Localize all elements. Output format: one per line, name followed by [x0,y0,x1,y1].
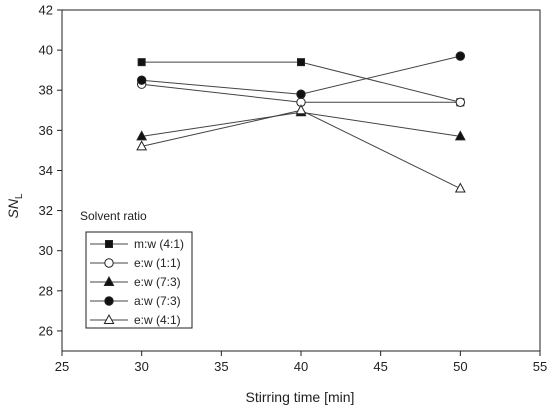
legend-label: e:w (4:1) [134,313,181,327]
data-point [137,58,146,67]
y-tick-label: 28 [39,283,53,298]
y-axis-title-subscript: L [14,193,25,199]
data-point [297,58,305,67]
x-tick-label: 50 [453,359,467,374]
y-tick-label: 34 [39,163,53,178]
data-point [454,130,466,141]
x-tick-label: 35 [214,359,228,374]
legend-label: e:w (7:3) [134,275,181,289]
legend-marker [104,296,114,306]
x-tick-label: 55 [533,359,547,374]
data-point [136,75,147,85]
y-tick-label: 36 [39,123,53,138]
y-tick-label: 40 [39,43,53,58]
x-tick-label: 30 [134,359,148,374]
data-point [295,104,307,115]
legend-marker [103,313,115,324]
legend-box [85,231,193,329]
x-axis-title: Stirring time [min] [246,389,355,405]
series-4 [136,51,466,99]
x-tick-label: 25 [55,359,69,374]
y-tick-label: 38 [39,83,53,98]
data-point [454,182,466,193]
legend-label: a:w (7:3) [134,294,181,308]
y-tick-label: 30 [39,243,53,258]
data-point [136,140,148,151]
legend-title: Solvent ratio [80,209,147,223]
y-tick-label: 42 [39,3,53,18]
y-tick-label: 32 [39,203,53,218]
y-tick-label: 26 [39,323,53,338]
legend: Solvent ratio m:w (4:1) e:w (1:1) e:w (7:3)… [80,209,193,329]
legend-marker [105,240,113,248]
axes: 25 30 35 40 45 50 55 26 28 30 32 34 36 38 40 42 [39,3,548,375]
x-tick-label: 40 [294,359,308,374]
legend-marker [104,258,114,268]
series-2 [136,79,466,107]
y-axis-title: SNL [5,193,25,218]
legend-marker [103,275,115,286]
data-point [455,51,466,61]
legend-label: m:w (4:1) [134,237,184,251]
y-axis-title-main: SN [5,198,21,218]
series-5 [136,104,466,193]
axis-titles: Stirring time [min] SNL [5,193,354,405]
series-layer [136,51,466,193]
x-tick-label: 45 [373,359,387,374]
data-point [296,89,306,99]
data-point [136,130,148,141]
series-line [141,109,461,189]
legend-label: e:w (1:1) [134,256,181,270]
data-point [455,97,466,107]
